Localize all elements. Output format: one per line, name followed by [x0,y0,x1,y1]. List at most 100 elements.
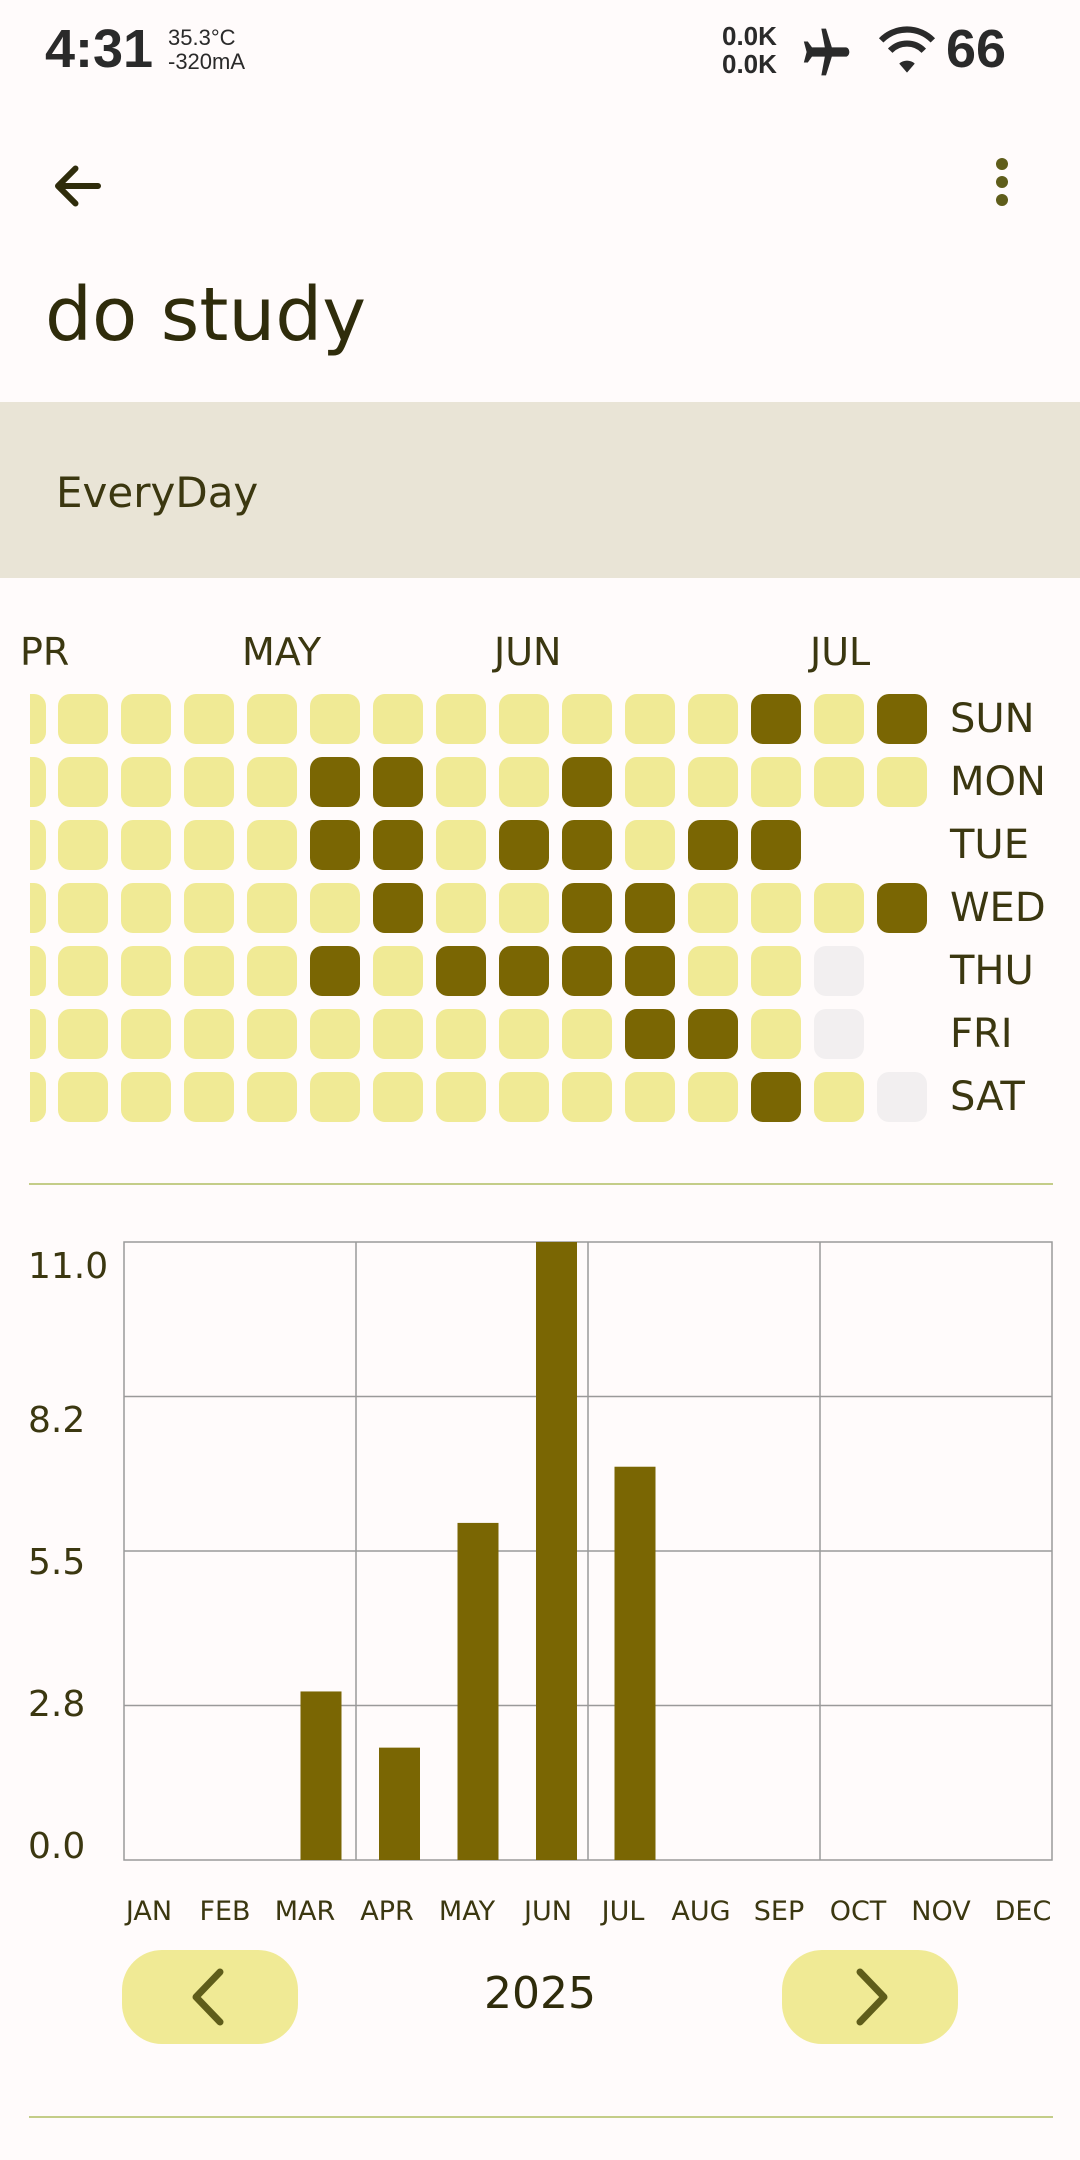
x-tick-label: OCT [829,1896,887,1927]
heatmap-cell [814,1072,864,1122]
frequency-label: EveryDay [56,468,259,517]
heatmap-cell [436,1072,486,1122]
heatmap-cell [877,1072,927,1122]
heatmap-cell [247,946,297,996]
heatmap-cell [436,883,486,933]
heatmap-cell [877,757,927,807]
x-tick-label: FEB [199,1896,251,1927]
heatmap-cell [30,757,46,807]
heatmap-cell [310,694,360,744]
chart-bar [457,1522,499,1860]
heatmap-cell [436,820,486,870]
status-battery-info: 35.3°C -320mA [168,26,245,74]
heatmap-cell [877,694,927,744]
heatmap-cell [30,1072,46,1122]
net-down: 0.0K [722,49,777,79]
chart-bar [379,1747,420,1860]
heatmap-cell [184,757,234,807]
status-temperature: 35.3°C [168,25,236,50]
heatmap-cell [247,820,297,870]
heatmap-cell [121,1009,171,1059]
month-label: PR [20,630,70,674]
arrow-left-icon[interactable] [48,156,108,216]
x-tick-label: JUL [601,1896,645,1927]
status-current: -320mA [168,49,246,74]
chevron-right-icon [856,1968,888,2026]
y-tick-label: 5.5 [28,1542,86,1583]
heatmap-cell [30,883,46,933]
more-vert-icon[interactable] [982,152,1022,212]
heatmap-cell [814,694,864,744]
heatmap-cell [121,757,171,807]
heatmap-cell [121,946,171,996]
chart-bar [536,1242,577,1860]
x-tick-label: DEC [994,1896,1052,1927]
heatmap-cell [562,694,612,744]
heatmap-cell [625,757,675,807]
heatmap-cell [499,694,549,744]
day-label: MON [950,759,1046,805]
heatmap-cell [436,694,486,744]
heatmap-cell [184,883,234,933]
section-divider [29,1183,1053,1185]
heatmap-cell [30,694,46,744]
heatmap-cell [373,1072,423,1122]
frequency-section[interactable]: EveryDay [0,402,1080,578]
heatmap-cell [751,694,801,744]
day-label: SAT [950,1074,1025,1120]
heatmap-cell [499,946,549,996]
heatmap-cell [436,757,486,807]
heatmap-cell [121,883,171,933]
net-up: 0.0K [722,21,777,51]
heatmap-cell [58,820,108,870]
month-label: MAY [242,630,322,674]
heatmap-cell [310,1072,360,1122]
next-year-button[interactable] [782,1950,958,2044]
x-tick-label: JUN [524,1896,572,1927]
heatmap-cell [751,1009,801,1059]
month-label: JUL [810,630,871,674]
heatmap-cell [247,1009,297,1059]
x-tick-label: SEP [753,1896,805,1927]
x-tick-label: NOV [911,1896,971,1927]
heatmap-cell [877,883,927,933]
year-label: 2025 [484,1968,596,2019]
heatmap-cell [499,1009,549,1059]
status-battery: 66 [946,19,1007,79]
airplane-icon [803,28,850,76]
heatmap-cell [625,820,675,870]
heatmap-cell [373,757,423,807]
heatmap-cell [625,1009,675,1059]
heatmap-cell [625,946,675,996]
heatmap-cell [562,820,612,870]
y-tick-label: 2.8 [28,1684,86,1725]
heatmap-cell [373,1009,423,1059]
heatmap-cell [373,946,423,996]
heatmap-cell [58,883,108,933]
heatmap-cell [30,820,46,870]
heatmap-cell [436,946,486,996]
x-tick-label: MAR [274,1896,336,1927]
heatmap-cell [751,757,801,807]
day-label: TUE [950,822,1029,868]
heatmap-cell [373,694,423,744]
heatmap-cell [310,946,360,996]
heatmap-cell [373,820,423,870]
chart-bar [300,1691,342,1860]
y-tick-label: 8.2 [28,1400,86,1441]
chart-bar [614,1466,656,1860]
heatmap-cell [562,1009,612,1059]
heatmap-cell [436,1009,486,1059]
status-bar: 4:31 35.3°C -320mA 0.0K 0.0K 66 [0,0,1080,110]
heatmap-cell [688,1009,738,1059]
heatmap-cell [247,757,297,807]
heatmap-cell [562,946,612,996]
habit-heatmap[interactable]: PR MAY JUN JUL SUN MON TUE WED THU FRI S… [0,600,1080,1140]
prev-year-button[interactable] [122,1950,298,2044]
heatmap-cell [373,883,423,933]
heatmap-cell [814,883,864,933]
monthly-chart: 11.0 8.2 5.5 2.8 0.0 JAN FEB MAR APR MAY… [0,1220,1080,1940]
heatmap-cell [562,883,612,933]
heatmap-cell [247,694,297,744]
heatmap-cell [688,757,738,807]
